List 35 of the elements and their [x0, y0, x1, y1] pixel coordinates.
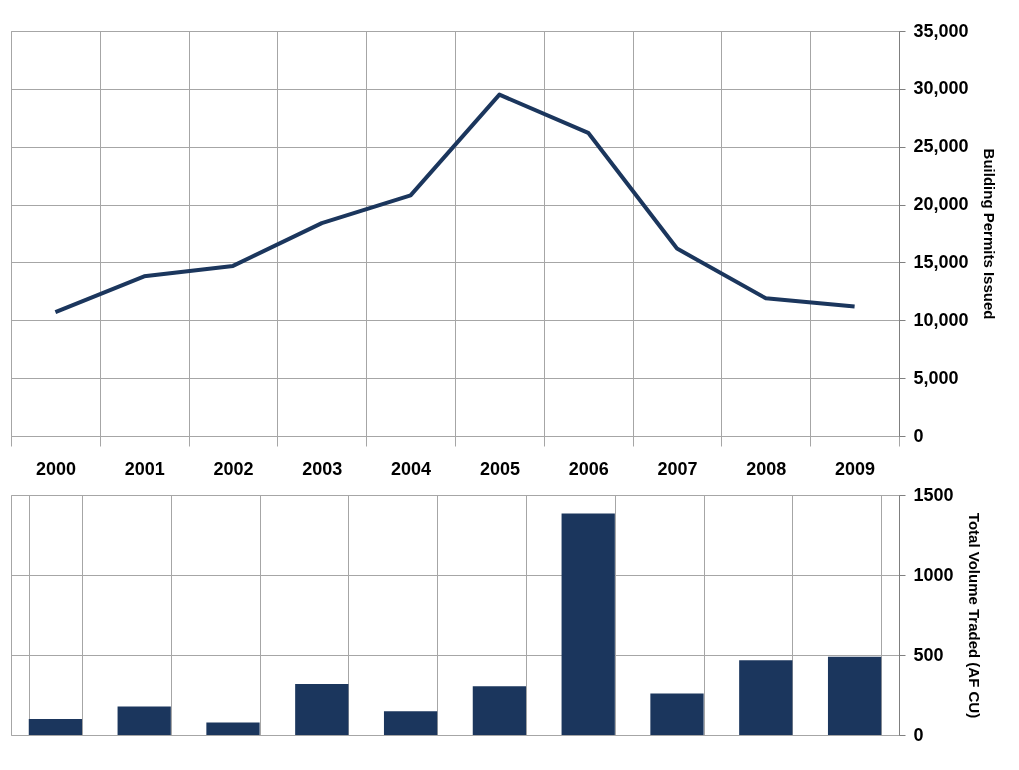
y-tick-label: 25,000 [913, 136, 969, 157]
x-tick-label: 2006 [568, 458, 609, 479]
bar [650, 693, 704, 735]
bar [383, 711, 438, 735]
x-tick-label: 2007 [657, 458, 698, 479]
x-tick-label: 2004 [391, 458, 432, 479]
y-tick-label: 0 [913, 425, 924, 446]
x-tick-label: 2002 [213, 458, 254, 479]
y-tick-label: 35,000 [913, 20, 969, 41]
bar [206, 722, 260, 735]
y-tick-label: 1000 [913, 564, 954, 585]
y-tick-label: 5,000 [913, 367, 959, 388]
bar [117, 706, 171, 735]
x-tick-label: 2005 [479, 458, 520, 479]
y-tick-label: 10,000 [913, 309, 969, 330]
bar [561, 513, 615, 735]
bar [827, 656, 882, 735]
y-axis-title: Building Permits Issued [980, 148, 998, 320]
y-axis-title: Total Volume Traded (AF CU) [965, 512, 983, 719]
x-tick-label: 2008 [746, 458, 787, 479]
line-series [53, 92, 857, 315]
bar [28, 719, 83, 735]
y-tick-label: 30,000 [913, 78, 969, 99]
x-tick-label: 2001 [124, 458, 165, 479]
bar [739, 660, 793, 735]
y-tick-label: 1500 [913, 484, 954, 505]
x-tick-label: 2003 [302, 458, 343, 479]
y-tick-label: 0 [913, 724, 924, 745]
y-tick-label: 500 [913, 644, 944, 665]
y-tick-label: 15,000 [913, 251, 969, 272]
x-tick-label: 2000 [35, 458, 76, 479]
bar [472, 686, 527, 735]
x-tick-label: 2009 [835, 458, 876, 479]
y-tick-label: 20,000 [913, 194, 969, 215]
bar [295, 683, 349, 735]
